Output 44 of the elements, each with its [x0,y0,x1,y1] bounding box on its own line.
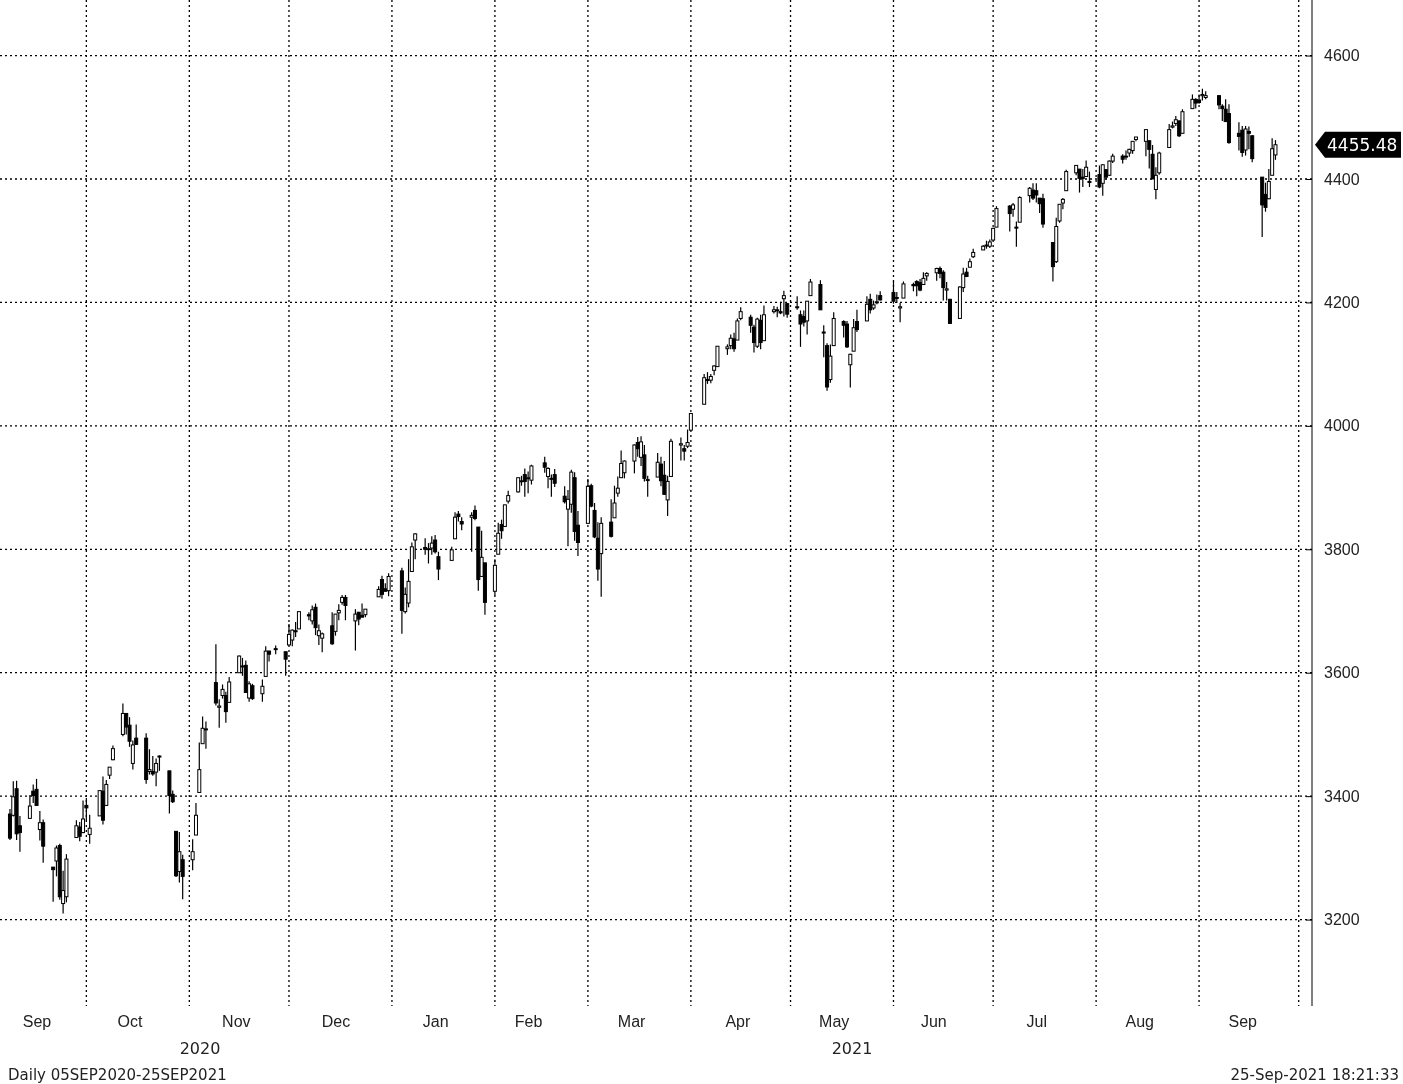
candlestick [848,353,853,389]
y-tick-label: 3600 [1324,664,1360,682]
x-tick-label: Apr [725,1013,751,1031]
x-tick-label: Nov [222,1013,251,1031]
candlestick [1243,125,1248,157]
x-tick-label: Aug [1125,1013,1155,1031]
text: Daily 05SEP2020-25SEP2021 [8,1066,227,1084]
x-tick-label: Sep [22,1013,52,1031]
x-tick-label: Jan [422,1013,449,1031]
candlestick [1180,108,1185,134]
candlestick [609,498,614,539]
y-tick-label: 4200 [1324,294,1360,312]
candlestick [306,611,311,621]
x-tick-label: Feb [514,1013,543,1031]
text: 25-Sep-2021 18:21:33 [1230,1066,1399,1084]
candlestick [1064,169,1069,192]
x-tick-label: Jun [920,1013,947,1031]
candlestick [436,551,441,581]
candlestick [1011,202,1016,218]
candlestick [203,720,208,750]
candlestick [715,345,720,368]
y-tick-label: 3200 [1324,911,1360,929]
candlestick [433,534,438,555]
candlestick [1143,129,1148,157]
candlestick [771,305,776,315]
x-tick-label: Sep [1228,1013,1258,1031]
y-tick-label: 4400 [1324,170,1360,188]
candlestick [330,611,335,646]
candlestick [260,678,265,703]
y-tick-label: 3800 [1324,540,1360,558]
x-tick-label: Oct [117,1013,144,1031]
y-tick-label: 3400 [1324,787,1360,805]
x-tick-label: May [819,1013,850,1031]
text: 4455.48 [1327,134,1398,155]
x-tick-label: Jul [1026,1013,1048,1031]
text: 2021 [831,1039,873,1058]
candlestick [193,802,198,836]
candlestick [1007,204,1012,233]
y-tick-label: 4600 [1324,47,1360,65]
x-tick-label: Mar [617,1013,647,1031]
text: 2020 [179,1039,221,1058]
x-tick-label: Dec [321,1013,351,1031]
candlestick [154,757,159,787]
y-tick-label: 4000 [1324,417,1360,435]
